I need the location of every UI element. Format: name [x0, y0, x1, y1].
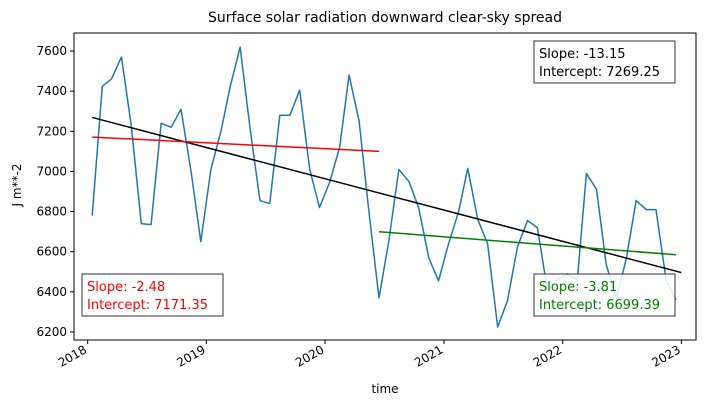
- annotation-intercept: Intercept: 6699.39: [539, 298, 660, 313]
- x-tick-label-1: 2019: [174, 342, 207, 369]
- plot-content: [91, 46, 682, 328]
- annotation-first: Slope: -2.48 Intercept: 7171.35: [81, 273, 224, 317]
- x-tick-label-3: 2021: [412, 342, 445, 369]
- series-line-1: [92, 116, 682, 274]
- annotation-overall: Slope: -13.15 Intercept: 7269.25: [533, 40, 676, 84]
- chart-title: Surface solar radiation downward clear-s…: [208, 10, 562, 26]
- ticks: 6200 6400 6600 6800 7000 7200 7400 7600 2018 2019…: [36, 44, 682, 370]
- x-tick-label-0: 2018: [56, 342, 89, 369]
- y-tick-label-2: 6600: [36, 245, 67, 259]
- y-tick-label-4: 7000: [36, 164, 67, 178]
- annotation-intercept: Intercept: 7171.35: [87, 298, 208, 313]
- x-tick-label-5: 2023: [649, 342, 682, 369]
- y-tick-label-3: 6800: [36, 205, 67, 219]
- y-tick-label-5: 7200: [36, 124, 67, 138]
- plot-frame: [73, 32, 697, 341]
- annotation-box: [533, 40, 676, 84]
- y-tick-label-6: 7400: [36, 84, 67, 98]
- x-axis-label: time: [371, 382, 398, 396]
- series-line-3: [378, 231, 676, 256]
- annotation-box: [533, 273, 676, 317]
- y-tick-label-1: 6400: [36, 285, 67, 299]
- y-tick-label-0: 6200: [36, 325, 67, 339]
- x-tick-label-2: 2020: [293, 342, 326, 369]
- annotation-slope: Slope: -2.48: [87, 280, 165, 295]
- series-line-0: [91, 46, 677, 328]
- annotations: Slope: -13.15 Intercept: 7269.25 Slope: -2…: [81, 40, 676, 317]
- annotation-second: Slope: -3.81 Intercept: 6699.39: [533, 273, 676, 317]
- series-line-2: [92, 136, 380, 153]
- annotation-box: [81, 273, 224, 317]
- y-axis-label: J m**-2: [10, 163, 24, 207]
- y-tick-label-7: 7600: [36, 44, 67, 58]
- annotation-intercept: Intercept: 7269.25: [539, 65, 660, 80]
- annotation-slope: Slope: -3.81: [539, 280, 617, 295]
- x-tick-label-4: 2022: [531, 342, 564, 369]
- annotation-slope: Slope: -13.15: [539, 47, 626, 62]
